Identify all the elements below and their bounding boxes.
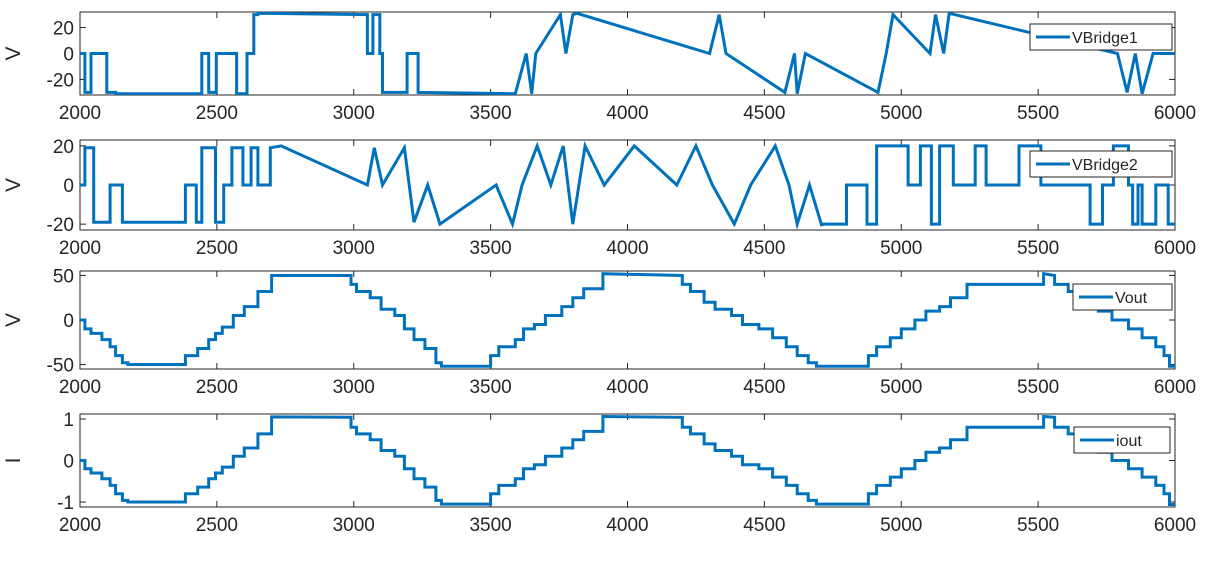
y-tick-label: 20 — [53, 19, 74, 40]
x-tick-label: 2500 — [196, 515, 238, 536]
x-tick-label: 2000 — [59, 103, 101, 124]
y-tick-label: 0 — [63, 176, 74, 197]
x-tick-label: 4000 — [606, 515, 648, 536]
x-tick-label: 5000 — [880, 377, 922, 398]
x-tick-label: 5500 — [1017, 377, 1059, 398]
y-tick-label: -50 — [47, 356, 74, 377]
x-tick-label: 4500 — [743, 103, 785, 124]
x-tick-label: 3500 — [469, 238, 511, 259]
plot-frame — [79, 11, 1176, 96]
x-tick-label: 6000 — [1154, 515, 1196, 536]
subplot-1: 2000 2500 3000 3500 4000 4500 5000 5500 6000 -20 0… — [2, 11, 1196, 124]
x-tick-label: 3500 — [469, 377, 511, 398]
y-axis-label: V — [2, 178, 25, 192]
x-tick-label: 4500 — [743, 377, 785, 398]
x-tick-label: 2500 — [196, 238, 238, 259]
y-tick-label: 0 — [63, 311, 74, 332]
y-tick-label: 1 — [63, 410, 74, 431]
x-tick-label: 4500 — [743, 515, 785, 536]
y-tick-label: 20 — [53, 137, 74, 158]
legend-entry-label: VBridge2 — [1072, 157, 1138, 174]
x-tick-label: 5500 — [1017, 103, 1059, 124]
x-tick-label: 5000 — [880, 515, 922, 536]
x-tick-label: 3500 — [469, 515, 511, 536]
x-tick-label: 5000 — [880, 103, 922, 124]
y-tick-label: -20 — [47, 70, 74, 91]
legend: VBridge2 — [1029, 150, 1173, 178]
series-line-iout — [80, 414, 1175, 506]
subplot-2: 2000 2500 3000 3500 4000 4500 5000 5500 6000 -20 0… — [2, 137, 1196, 259]
x-tick-label: 2000 — [59, 515, 101, 536]
y-tick-label: -20 — [47, 215, 74, 236]
x-tick-label: 4500 — [743, 238, 785, 259]
y-tick-label: 0 — [63, 452, 74, 473]
x-tick-label: 4000 — [606, 238, 648, 259]
x-tick-label: 6000 — [1154, 377, 1196, 398]
legend: VBridge1 — [1029, 23, 1173, 51]
x-tick-label: 5500 — [1017, 238, 1059, 259]
x-tick-label: 2000 — [59, 238, 101, 259]
x-tick-label: 3000 — [333, 515, 375, 536]
x-tick-label: 3500 — [469, 103, 511, 124]
y-axis-label: V — [2, 46, 25, 60]
x-tick-label: 2500 — [196, 103, 238, 124]
y-axis-label: V — [2, 313, 25, 327]
y-tick-label: 0 — [63, 45, 74, 66]
x-tick-label: 5000 — [880, 238, 922, 259]
y-tick-label: 50 — [53, 266, 74, 287]
y-tick-label: -1 — [57, 493, 74, 514]
legend-entry-label: Vout — [1115, 290, 1148, 307]
subplot-3: 2000 2500 3000 3500 4000 4500 5000 5500 6000 -50 0… — [2, 266, 1196, 398]
x-tick-label: 3000 — [333, 103, 375, 124]
x-tick-label: 6000 — [1154, 103, 1196, 124]
series-line-vout — [80, 271, 1175, 368]
legend-entry-label: iout — [1116, 433, 1142, 450]
x-tick-label: 4000 — [606, 103, 648, 124]
legend: Vout — [1072, 283, 1173, 311]
subplot-4: 2000 2500 3000 3500 4000 4500 5000 5500 6000 -1 0 1… — [2, 410, 1196, 536]
x-tick-label: 2500 — [196, 377, 238, 398]
x-tick-label: 4000 — [606, 377, 648, 398]
legend: iout — [1073, 426, 1171, 454]
series-line-vbridge2 — [80, 140, 1175, 230]
y-axis-label: I — [2, 458, 25, 464]
x-tick-label: 3000 — [333, 238, 375, 259]
legend-entry-label: VBridge1 — [1072, 30, 1138, 47]
x-tick-label: 2000 — [59, 377, 101, 398]
x-tick-label: 5500 — [1017, 515, 1059, 536]
series-line-vbridge1 — [80, 12, 1175, 95]
x-tick-label: 3000 — [333, 377, 375, 398]
x-tick-label: 6000 — [1154, 238, 1196, 259]
